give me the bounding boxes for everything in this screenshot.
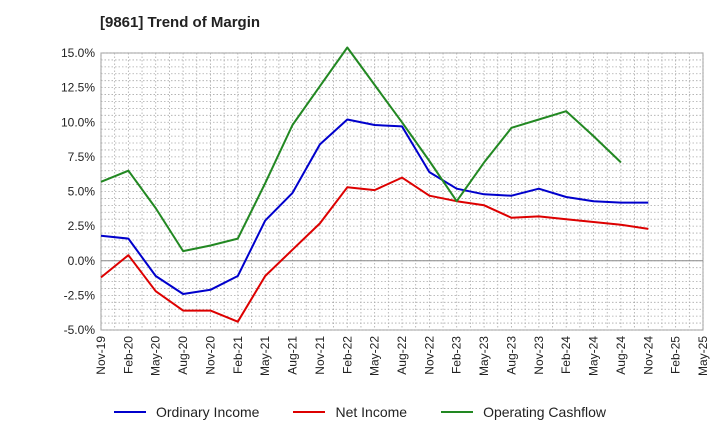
x-tick-label: Nov-20 — [203, 336, 217, 375]
legend-item: Net Income — [293, 404, 407, 420]
x-tick-label: May-23 — [477, 336, 491, 376]
y-tick-label: 2.5% — [68, 219, 96, 233]
x-tick-label: Nov-22 — [422, 336, 436, 375]
x-tick-label: Feb-20 — [121, 336, 135, 374]
x-tick-label: Nov-23 — [532, 336, 546, 375]
x-tick-label: Aug-20 — [176, 336, 190, 375]
x-tick-label: Feb-21 — [231, 336, 245, 374]
legend-swatch — [113, 411, 146, 413]
y-tick-label: 7.5% — [68, 150, 96, 164]
x-tick-label: Aug-21 — [286, 336, 300, 375]
x-tick-label: May-20 — [149, 336, 163, 376]
y-tick-label: 5.0% — [68, 185, 96, 199]
x-tick-label: Nov-21 — [313, 336, 327, 375]
x-tick-label: Feb-24 — [559, 336, 573, 374]
x-tick-label: May-24 — [587, 336, 601, 376]
legend-label: Ordinary Income — [155, 404, 260, 420]
chart-title: [9861] Trend of Margin — [100, 14, 261, 31]
series-line-ordinary-income — [100, 118, 649, 295]
x-tick-label: Feb-25 — [669, 336, 683, 374]
x-tick-label: Aug-22 — [395, 336, 409, 375]
legend-item: Ordinary Income — [113, 404, 260, 420]
x-tick-label: Nov-24 — [641, 336, 655, 375]
y-tick-label: 0.0% — [68, 254, 96, 268]
y-tick-label: 15.0% — [61, 46, 95, 60]
x-tick-label: Feb-23 — [450, 336, 464, 374]
x-tick-label: May-25 — [696, 336, 710, 376]
legend-label: Operating Cashflow — [483, 404, 607, 420]
legend-item: Operating Cashflow — [441, 404, 606, 420]
legend: Ordinary Income Net Income Operating Cashf… — [0, 404, 720, 420]
x-tick-label: Nov-19 — [94, 336, 108, 375]
x-tick-label: May-21 — [258, 336, 272, 376]
x-tick-label: Aug-23 — [504, 336, 518, 375]
legend-swatch — [293, 411, 326, 413]
y-tick-label: 12.5% — [61, 81, 95, 95]
legend-swatch — [441, 411, 474, 413]
y-tick-label: 10.0% — [61, 115, 95, 129]
series-line-net-income — [100, 176, 649, 323]
y-tick-label: -2.5% — [64, 288, 96, 302]
x-tick-label: Feb-22 — [340, 336, 354, 374]
series-line-operating-cashflow — [100, 46, 622, 253]
x-tick-label: Aug-24 — [614, 336, 628, 375]
legend-label: Net Income — [335, 404, 408, 420]
y-tick-label: -5.0% — [64, 323, 96, 337]
x-tick-label: May-22 — [368, 336, 382, 376]
